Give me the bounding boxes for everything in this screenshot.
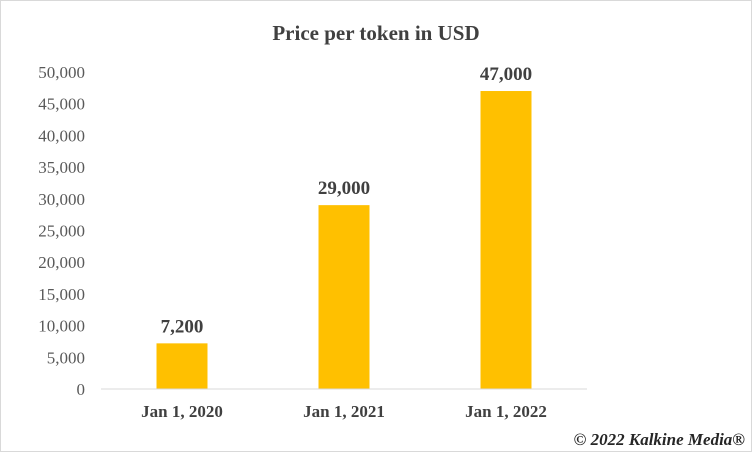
x-category-label: Jan 1, 2020 — [141, 402, 223, 421]
bar — [318, 205, 370, 389]
x-axis-ticks: Jan 1, 2020 Jan 1, 2021 Jan 1, 2022 — [141, 402, 547, 421]
y-tick-label: 45,000 — [38, 95, 85, 114]
y-tick-label: 10,000 — [38, 317, 85, 336]
y-tick-label: 0 — [77, 380, 86, 399]
bar — [480, 91, 532, 390]
y-tick-label: 20,000 — [38, 253, 85, 272]
bar-value-label: 47,000 — [480, 64, 532, 85]
y-axis-ticks: 0 5,000 10,000 15,000 20,000 25,000 30,000 35,0… — [38, 63, 85, 399]
bar-value-label: 7,200 — [161, 316, 204, 337]
data-labels: 7,200 29,000 47,000 — [161, 64, 533, 337]
y-tick-label: 30,000 — [38, 190, 85, 209]
y-tick-label: 35,000 — [38, 158, 85, 177]
chart-title: Price per token in USD — [272, 21, 479, 45]
x-category-label: Jan 1, 2021 — [303, 402, 385, 421]
copyright-notice: © 2022 Kalkine Media® — [574, 430, 746, 449]
bars — [156, 91, 532, 390]
y-tick-label: 25,000 — [38, 222, 85, 241]
y-tick-label: 50,000 — [38, 63, 85, 82]
y-tick-label: 15,000 — [38, 285, 85, 304]
bar — [156, 343, 208, 389]
bar-value-label: 29,000 — [318, 178, 370, 199]
y-tick-label: 40,000 — [38, 126, 85, 145]
x-category-label: Jan 1, 2022 — [465, 402, 547, 421]
y-tick-label: 5,000 — [47, 348, 85, 367]
